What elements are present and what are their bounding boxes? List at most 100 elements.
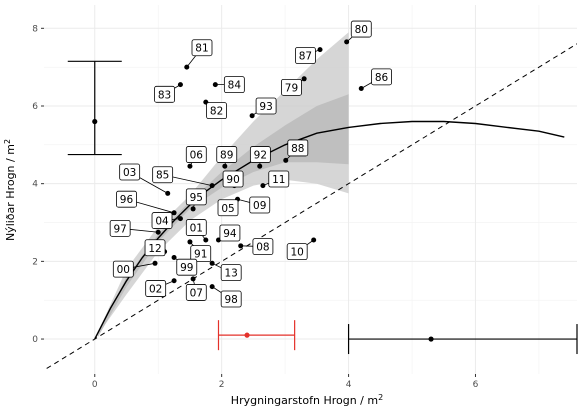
confidence-band-inner xyxy=(97,94,349,338)
point-label: 92 xyxy=(254,150,267,162)
point-label-box: 82 xyxy=(206,102,227,120)
point-label: 81 xyxy=(195,43,208,55)
point-label-frame xyxy=(206,102,227,120)
point-label-box: 85 xyxy=(152,166,174,184)
point-label-box: 11 xyxy=(268,170,290,188)
point-label-box: 86 xyxy=(371,68,392,86)
point-label-box: 94 xyxy=(219,224,241,242)
point-label-frame xyxy=(112,260,134,278)
point-label-box: 01 xyxy=(185,219,207,236)
point-label: 86 xyxy=(375,72,389,84)
point-label: 07 xyxy=(190,287,203,299)
point-label: 13 xyxy=(224,268,237,280)
point-label-frame xyxy=(223,76,245,94)
point-label-frame xyxy=(252,238,274,255)
point-label-frame xyxy=(287,139,309,157)
y-axis-label: Nýliðar Hrogn / m2 xyxy=(3,139,17,241)
point-label-frame xyxy=(190,245,212,262)
point-label: 87 xyxy=(299,50,312,62)
point-label-box: 84 xyxy=(223,76,245,94)
point-label-frame xyxy=(217,199,239,217)
point-label-box: 97 xyxy=(109,219,131,237)
point-label-frame xyxy=(371,68,392,86)
point-label: 10 xyxy=(290,247,303,259)
point-label: 06 xyxy=(190,150,204,162)
point-label-box: 87 xyxy=(295,47,316,64)
x-axis-label: Hrygningarstofn Hrogn / m2 xyxy=(231,393,383,407)
point-label-box: 02 xyxy=(145,280,167,297)
y-tick-label: 0 xyxy=(32,335,38,345)
point-label-frame xyxy=(220,264,242,282)
y-tick-label: 2 xyxy=(32,257,38,267)
point-label-frame xyxy=(191,39,213,57)
point-label-box: 03 xyxy=(119,163,141,181)
point-label-frame xyxy=(281,78,302,96)
y-tick-label: 4 xyxy=(32,180,38,190)
error-bars xyxy=(67,60,578,355)
point-label-box: 99 xyxy=(176,258,198,276)
point-label-box: 80 xyxy=(350,20,372,38)
point-label-frame xyxy=(185,188,207,206)
point-label: 80 xyxy=(355,24,368,36)
point-label: 01 xyxy=(190,223,203,235)
point-label: 09 xyxy=(253,200,266,212)
error-bar-black xyxy=(347,324,578,355)
reference-line-y-equals-x xyxy=(44,43,577,371)
x-tick-label: 0 xyxy=(92,380,98,390)
x-tick-label: 6 xyxy=(473,380,479,390)
point-label: 79 xyxy=(285,82,298,94)
point-label: 91 xyxy=(194,249,207,261)
point-label-box: 90 xyxy=(222,170,244,188)
error-bar-red xyxy=(217,320,296,351)
point-label: 00 xyxy=(117,264,130,276)
point-label: 85 xyxy=(156,170,169,182)
point-labels: 80 81 87 84 79 86 83 82 93 06 89 92 88 03 85 90 11 96 95 05… xyxy=(109,20,392,308)
point-label-frame xyxy=(295,47,316,64)
point-label-frame xyxy=(268,170,290,188)
point-label-box: 96 xyxy=(116,190,137,208)
point-label: 12 xyxy=(148,243,161,255)
point-label: 93 xyxy=(259,101,272,113)
point-label: 03 xyxy=(123,167,136,179)
point-label: 96 xyxy=(120,194,134,206)
point-label: 02 xyxy=(149,284,162,296)
point-label-frame xyxy=(109,219,131,237)
point-label-box: 05 xyxy=(217,199,239,217)
point-label-frame xyxy=(176,258,198,276)
point-label-frame xyxy=(185,284,207,301)
point-label-frame xyxy=(145,280,167,297)
point-label-frame xyxy=(116,190,137,208)
error-bar-center xyxy=(428,336,434,342)
point-label: 84 xyxy=(228,80,242,92)
error-bar-vertical xyxy=(67,60,122,156)
point-label-frame xyxy=(144,239,166,257)
point-label-box: 92 xyxy=(249,146,271,163)
point-label-frame xyxy=(185,146,207,163)
point-label-box: 95 xyxy=(185,188,207,206)
point-label-box: 13 xyxy=(220,264,242,282)
point-label-box: 79 xyxy=(281,78,302,96)
point-label: 83 xyxy=(158,89,171,101)
point-label-box: 93 xyxy=(255,97,277,115)
point-label: 94 xyxy=(223,228,237,240)
point-label: 89 xyxy=(220,150,233,162)
point-label-box: 91 xyxy=(190,245,212,262)
y-axis-title: Nýliðar Hrogn / m2 xyxy=(3,139,17,241)
point-label-box: 04 xyxy=(151,212,173,229)
point-label-frame xyxy=(286,243,308,261)
x-tick-label: 2 xyxy=(219,380,225,390)
point-label-box: 08 xyxy=(252,238,274,255)
x-tick-label: 4 xyxy=(346,380,352,390)
point-label-box: 09 xyxy=(249,196,271,214)
point-label: 97 xyxy=(113,223,126,235)
point-label-box: 00 xyxy=(112,260,134,278)
point-label: 82 xyxy=(210,106,223,118)
error-bar-center xyxy=(92,118,98,125)
error-bar-center xyxy=(244,332,250,338)
point-label-box: 88 xyxy=(287,139,309,157)
point-label-frame xyxy=(185,219,207,236)
